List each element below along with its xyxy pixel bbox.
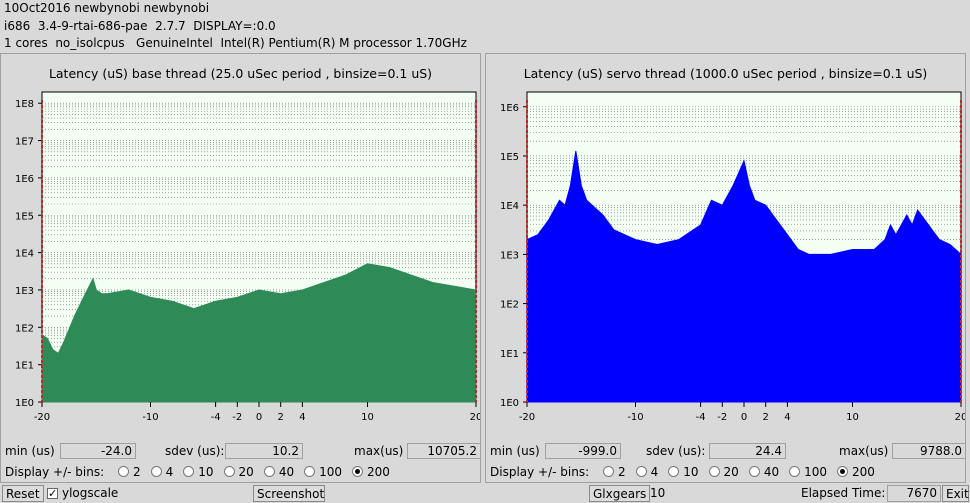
servo-bins-option-2: 2: [617, 465, 626, 479]
servo-min-value: -999.0: [545, 443, 621, 459]
ylogscale-checkbox[interactable]: ✓: [47, 487, 58, 500]
servo-ytick-label: 1E2: [500, 300, 519, 311]
base-ytick-label: 1E2: [15, 323, 34, 334]
base-min-label: min (us): [5, 444, 55, 458]
base-ytick-label: 1E8: [15, 99, 34, 110]
servo-ytick-label: 1E4: [500, 201, 519, 212]
servo-bins-option-10: 10: [683, 465, 699, 479]
base-max-value: 10705.2: [407, 443, 481, 459]
base-bins-radio-4[interactable]: [150, 466, 162, 477]
servo-xtick-label: 4: [784, 412, 790, 423]
base-ytick-label: 1E7: [15, 137, 34, 148]
servo-bins-selector: Display +/- bins: 2 4 10 20 40 100 200: [490, 465, 875, 479]
screenshot-button[interactable]: Screenshot: [253, 485, 325, 502]
base-bins-label: Display +/- bins:: [5, 465, 105, 479]
base-bins-radio-20[interactable]: [223, 466, 235, 477]
base-xtick-label: 0: [256, 412, 262, 423]
glxgears-button[interactable]: Glxgears: [589, 485, 651, 502]
base-ytick-label: 1E1: [15, 361, 34, 372]
elapsed-time-value: 7670: [887, 485, 941, 502]
base-bins-option-4: 4: [165, 465, 174, 479]
servo-min-label: min (us): [490, 444, 540, 458]
base-max-label: max(us): [354, 444, 404, 458]
servo-bins-label: Display +/- bins:: [490, 465, 590, 479]
servo-bins-radio-40[interactable]: [748, 466, 760, 477]
base-bins-selector: Display +/- bins: 2 4 10 20 40 100 200: [5, 465, 390, 479]
base-thread-title: Latency (uS) base thread (25.0 uSec peri…: [48, 66, 433, 81]
servo-thread-panel: Latency (uS) servo thread (1000.0 uSec p…: [485, 53, 966, 483]
base-sdev-label: sdev (us):: [165, 444, 225, 458]
glxgears-value: 10: [650, 486, 666, 500]
base-xtick-label: -10: [142, 412, 158, 423]
base-ytick-label: 1E5: [15, 211, 34, 222]
servo-xtick-label: -2: [717, 412, 727, 423]
servo-bins-option-20: 20: [723, 465, 739, 479]
base-min-value: -24.0: [60, 443, 136, 459]
base-xtick-label: -4: [211, 412, 221, 423]
servo-max-value: 9788.0: [892, 443, 966, 459]
servo-thread-title: Latency (uS) servo thread (1000.0 uSec p…: [523, 66, 928, 81]
base-bins-option-40: 40: [278, 465, 295, 479]
servo-bins-radio-2[interactable]: [602, 466, 614, 477]
base-thread-panel: Latency (uS) base thread (25.0 uSec peri…: [0, 53, 481, 483]
servo-bins-radio-10[interactable]: [668, 466, 680, 477]
servo-xtick-label: 2: [763, 412, 769, 423]
servo-bins-option-4: 4: [650, 465, 659, 479]
header-date-host: 10Oct2016 newbynobi newbynobi: [4, 1, 210, 15]
base-bins-radio-200[interactable]: [352, 466, 363, 477]
base-histogram-area: [41, 263, 477, 403]
ylogscale-label: ylogscale: [62, 486, 119, 500]
base-xtick-label: 10: [361, 412, 374, 423]
base-bins-radio-10[interactable]: [183, 466, 195, 477]
servo-xtick-label: -20: [519, 412, 535, 423]
base-bins-option-20: 20: [238, 465, 254, 479]
servo-max-label: max(us): [839, 444, 889, 458]
servo-bins-radio-100[interactable]: [789, 466, 801, 477]
servo-xtick-label: -4: [696, 412, 706, 423]
base-sdev-value: 10.2: [225, 443, 303, 459]
exit-button[interactable]: Exit: [942, 485, 969, 502]
base-ytick-label: 1E0: [15, 398, 34, 409]
servo-xtick-label: -10: [627, 412, 643, 423]
servo-bins-option-200: 200: [852, 465, 875, 479]
servo-sdev-label: sdev (us):: [646, 444, 706, 458]
header-kernel-info: i686 3.4-9-rtai-686-pae 2.7.7 DISPLAY=:0…: [4, 19, 276, 33]
base-ytick-label: 1E3: [15, 286, 34, 297]
header-cpu-info: 1 cores no_isolcpus GenuineIntel Intel(R…: [4, 36, 467, 50]
base-bins-radio-100[interactable]: [304, 466, 316, 477]
base-xtick-label: -20: [34, 412, 50, 423]
reset-button[interactable]: Reset: [2, 485, 44, 502]
servo-bins-radio-20[interactable]: [708, 466, 720, 477]
servo-xtick-label: 20: [955, 412, 965, 423]
base-xtick-label: 20: [470, 412, 480, 423]
base-ytick-label: 1E4: [15, 249, 34, 260]
servo-bins-option-40: 40: [763, 465, 780, 479]
servo-ytick-label: 1E6: [500, 103, 519, 114]
base-bins-option-10: 10: [198, 465, 214, 479]
base-xtick-label: -2: [232, 412, 242, 423]
base-bins-option-2: 2: [132, 465, 141, 479]
servo-bins-radio-200[interactable]: [837, 466, 848, 477]
servo-histogram-area: [526, 150, 962, 403]
servo-bins-option-100: 100: [804, 465, 827, 479]
base-ytick-label: 1E6: [15, 174, 34, 185]
servo-ytick-label: 1E0: [500, 398, 519, 409]
servo-xtick-label: 0: [741, 412, 747, 423]
elapsed-time-label: Elapsed Time:: [801, 486, 886, 500]
servo-ytick-label: 1E3: [500, 250, 519, 261]
base-bins-option-100: 100: [319, 465, 342, 479]
servo-bins-radio-4[interactable]: [635, 466, 647, 477]
servo-sdev-value: 24.4: [709, 443, 786, 459]
servo-ytick-label: 1E5: [500, 152, 519, 163]
base-bins-option-200: 200: [367, 465, 390, 479]
base-bins-radio-2[interactable]: [117, 466, 129, 477]
servo-ytick-label: 1E1: [500, 349, 519, 360]
base-bins-radio-40[interactable]: [263, 466, 275, 477]
servo-xtick-label: 10: [846, 412, 859, 423]
base-xtick-label: 4: [299, 412, 305, 423]
base-xtick-label: 2: [278, 412, 284, 423]
